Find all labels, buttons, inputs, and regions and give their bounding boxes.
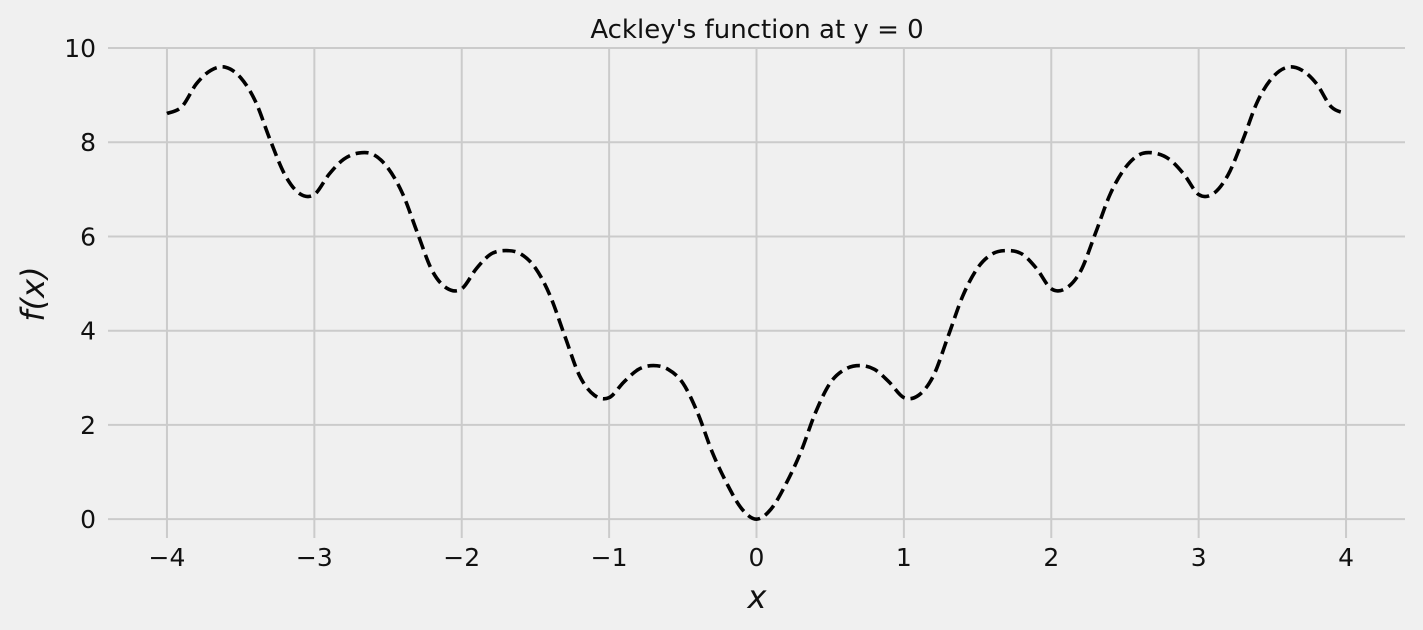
y-tick-label: 10 [64,34,96,63]
x-tick-label: 4 [1338,543,1354,572]
x-tick-label: 2 [1043,543,1059,572]
y-tick-label: 8 [80,128,96,157]
x-tick-label: 0 [749,543,765,572]
x-tick-labels: −4 −3 −2 −1 0 1 2 3 4 [149,543,1354,572]
x-tick-label: −2 [443,543,480,572]
plot-area [166,65,1347,521]
series-line [166,65,1347,521]
y-tick-labels: 0 2 4 6 8 10 [64,34,96,534]
x-tick-label: −3 [296,543,333,572]
x-tick-label: 3 [1191,543,1207,572]
x-axis-label: x [747,578,768,616]
x-tick-label: −1 [591,543,628,572]
y-tick-label: 2 [80,411,96,440]
y-tick-label: 6 [80,222,96,251]
x-tick-label: 1 [896,543,912,572]
x-tick-label: −4 [149,543,186,572]
grid [108,47,1405,538]
chart-title: Ackley's function at y = 0 [590,15,923,45]
y-tick-label: 4 [80,317,96,346]
y-axis-label: f(x) [14,266,52,321]
y-tick-label: 0 [80,505,96,534]
